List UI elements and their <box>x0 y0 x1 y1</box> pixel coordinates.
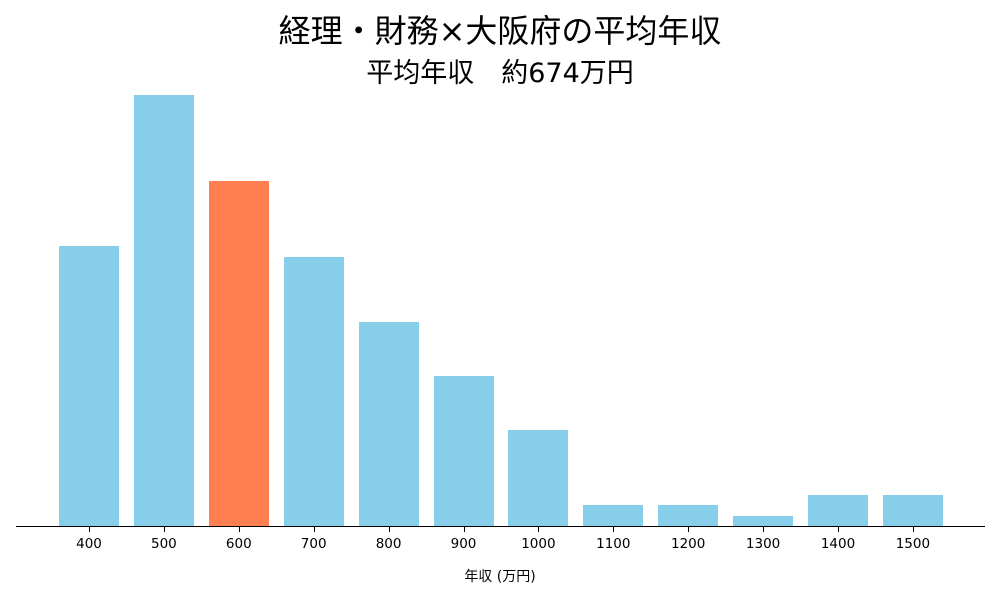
x-tick <box>388 527 390 532</box>
x-tick <box>89 527 90 532</box>
x-tick <box>313 527 315 532</box>
x-tick <box>463 527 465 532</box>
bar-400 <box>59 246 119 527</box>
bar-900 <box>433 375 494 527</box>
x-tick-label: 500 <box>151 536 177 552</box>
x-axis-line <box>16 526 985 527</box>
x-tick-label: 900 <box>450 536 477 552</box>
bar-1200 <box>658 505 719 527</box>
chart-subtitle: 平均年収 約674万円 <box>366 58 634 89</box>
bar-600 <box>208 181 269 527</box>
bar-1500 <box>882 494 943 527</box>
x-tick-label: 700 <box>300 536 327 552</box>
x-tick-label: 1300 <box>745 536 781 552</box>
x-tick <box>163 527 165 532</box>
bar-700 <box>283 257 344 527</box>
x-tick-label: 400 <box>76 536 102 552</box>
plot-area <box>16 60 985 527</box>
x-tick-label: 800 <box>375 536 402 552</box>
x-tick-label: 1000 <box>521 536 556 552</box>
x-tick-label: 1200 <box>671 536 706 552</box>
x-tick <box>912 527 914 532</box>
x-tick-label: 1500 <box>895 536 931 552</box>
bar-500 <box>133 95 194 527</box>
bar-1100 <box>583 505 644 527</box>
bar-800 <box>358 321 419 527</box>
bar-1000 <box>508 429 569 527</box>
x-axis-label: 年収 (万円) <box>464 569 536 585</box>
chart-title: 経理・財務×大阪府の平均年収 <box>278 12 722 50</box>
x-tick <box>763 527 765 532</box>
x-tick <box>613 527 615 532</box>
x-tick-label: 1100 <box>596 536 631 552</box>
x-tick <box>238 527 240 532</box>
x-tick-label: 600 <box>225 536 252 552</box>
x-tick <box>538 527 540 532</box>
bar-1300 <box>733 516 794 527</box>
x-tick <box>838 527 839 532</box>
x-tick <box>688 527 690 532</box>
x-tick-label: 1400 <box>820 536 856 552</box>
bar-1400 <box>808 494 868 527</box>
